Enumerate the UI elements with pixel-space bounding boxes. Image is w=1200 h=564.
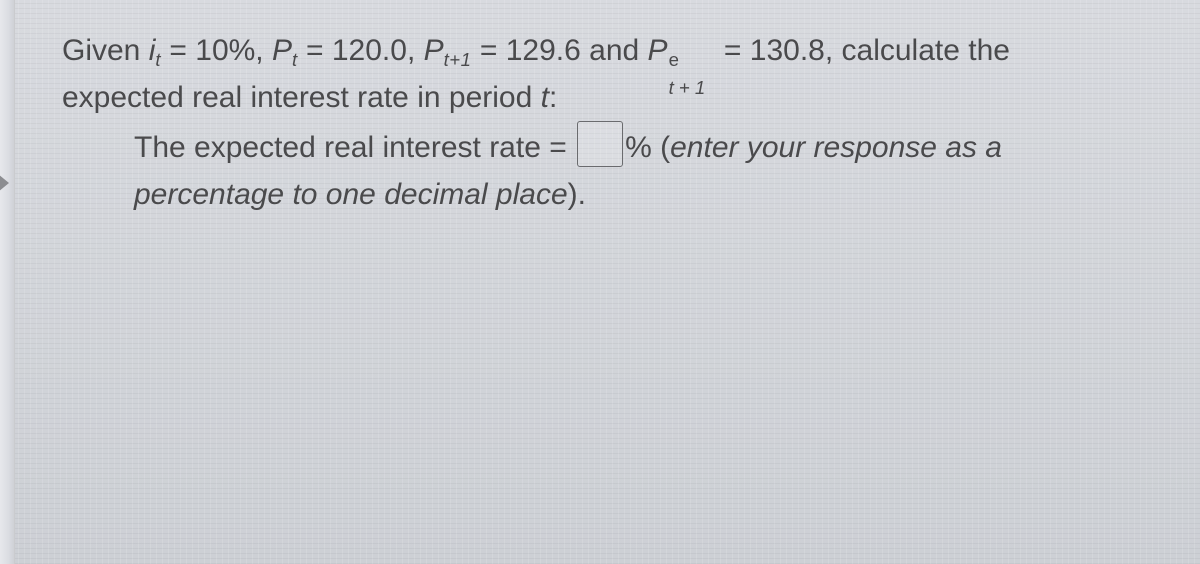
var-i-sub: t: [155, 49, 161, 70]
pe-sub: t + 1: [669, 74, 706, 103]
hint-text-1: enter your response as a: [670, 131, 1002, 164]
var-Pt1-sub: t+1: [444, 49, 472, 70]
var-Pt: P: [272, 34, 292, 67]
given-line: Given it = 10%, Pt = 120.0, Pt+1 = 129.6…: [62, 28, 1160, 75]
answer-line-2: percentage to one decimal place).: [134, 172, 1160, 219]
q2-colon: :: [549, 81, 557, 114]
given-prefix: Given: [62, 34, 140, 67]
question-line-2: expected real interest rate in period t:: [62, 75, 1160, 122]
hint-open: (: [660, 131, 670, 164]
hint-close: ).: [568, 178, 586, 211]
answer-line-1: The expected real interest rate = % (ent…: [134, 121, 1160, 172]
Pt1-val: = 129.6: [480, 34, 581, 67]
pe-sup: e: [669, 46, 679, 75]
given-tail: calculate the: [842, 34, 1010, 67]
Pt-val: = 120.0,: [306, 34, 415, 67]
question-body: Given it = 10%, Pt = 120.0, Pt+1 = 129.6…: [62, 28, 1160, 218]
hint-text-2: percentage to one decimal place: [134, 178, 568, 211]
q2-text: expected real interest rate in period: [62, 81, 532, 114]
i-val: = 10%,: [169, 34, 263, 67]
answer-unit: %: [625, 131, 652, 164]
answer-lead: The expected real interest rate =: [134, 131, 567, 164]
caret-left-icon: [0, 174, 9, 192]
var-Pt1: P: [424, 34, 444, 67]
Pe-val: = 130.8,: [724, 34, 833, 67]
answer-input[interactable]: [577, 121, 623, 167]
var-Pt-sub: t: [292, 49, 298, 70]
and-word: and: [589, 34, 639, 67]
answer-block: The expected real interest rate = % (ent…: [62, 121, 1160, 218]
var-Pe: P: [648, 34, 668, 67]
left-margin-strip: [0, 0, 15, 564]
q2-tvar: t: [541, 81, 549, 114]
